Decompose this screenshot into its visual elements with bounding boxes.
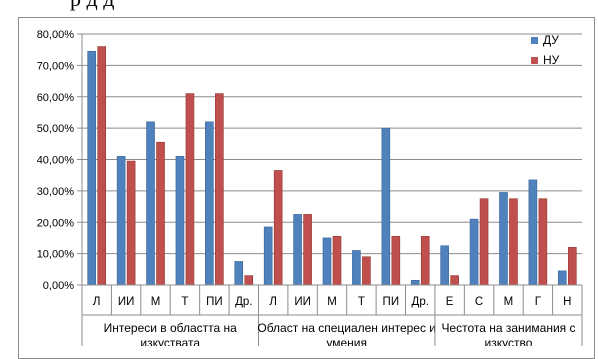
- y-tick-label: 20,00%: [37, 217, 75, 229]
- x-category-label: Л: [93, 296, 101, 308]
- y-tick-label: 80,00%: [37, 29, 75, 41]
- y-tick-label: 70,00%: [37, 60, 75, 72]
- legend-label: НУ: [543, 53, 560, 67]
- bar-du: [557, 270, 567, 286]
- bar-nu: [126, 160, 136, 286]
- bar-du: [352, 250, 361, 286]
- x-category-label: Г: [535, 296, 542, 308]
- legend: ДУ НУ: [531, 33, 560, 67]
- chart-frame: [18, 17, 595, 359]
- bar-nu: [509, 198, 518, 286]
- bar-nu: [479, 198, 489, 286]
- bar-du: [116, 156, 126, 286]
- bar-du: [322, 237, 332, 286]
- bar-du: [175, 156, 185, 286]
- bar-du: [146, 121, 155, 286]
- bars: [87, 46, 577, 286]
- cut-text-top: р д д: [0, 0, 598, 30]
- gridlines: [82, 33, 582, 255]
- bar-du: [440, 245, 449, 286]
- bar-nu: [567, 247, 577, 286]
- bar-nu: [97, 46, 107, 286]
- bar-nu: [244, 275, 254, 286]
- x-category-label: С: [475, 296, 483, 308]
- bar-nu: [156, 141, 165, 286]
- bar-nu: [538, 198, 548, 286]
- x-category-label: М: [327, 296, 337, 308]
- bar-nu: [420, 236, 430, 286]
- legend-swatch-du: [531, 37, 538, 44]
- bar-du: [263, 226, 273, 286]
- bar-du: [234, 261, 244, 286]
- legend-swatch-nu: [531, 57, 538, 64]
- bar-du: [87, 50, 97, 286]
- y-tick-label: 60,00%: [37, 92, 75, 104]
- y-tick-label: 50,00%: [37, 123, 75, 135]
- y-tick-label: 10,00%: [37, 249, 75, 261]
- bar-nu: [391, 236, 401, 286]
- y-axis: 0,00% 10,00% 20,00% 30,00% 40,00% 50,00% 60,00…: [37, 29, 83, 292]
- y-tick-label: 30,00%: [37, 186, 75, 198]
- bar-du: [381, 127, 391, 286]
- x-category-label: Др.: [235, 296, 252, 308]
- bar-nu: [362, 256, 371, 286]
- x-category-label: ИИ: [118, 296, 135, 308]
- x-group-label: Честота на занимания с изкуство: [441, 321, 575, 346]
- x-group-label: Област на специален интерес и умения: [257, 321, 436, 346]
- cut-text: р д д: [70, 0, 114, 12]
- x-category-label: Т: [358, 296, 365, 308]
- bar-du: [293, 214, 302, 286]
- x-category-label: Е: [446, 296, 454, 308]
- legend-label: ДУ: [543, 33, 559, 47]
- x-axis: Л ИИ М Т ПИ Др. Л ИИ М Т ПИ Др. Е С М Г Н Интереси в обла…: [81, 284, 583, 346]
- bar-nu: [450, 275, 459, 286]
- x-category-label: М: [151, 296, 161, 308]
- bar-du: [469, 218, 479, 286]
- bar-nu: [185, 93, 195, 286]
- x-category-label: Л: [269, 296, 277, 308]
- bar-chart: 0,00% 10,00% 20,00% 30,00% 40,00% 50,00% 60,00…: [37, 29, 583, 346]
- bar-nu: [303, 214, 312, 286]
- y-tick-label: 40,00%: [37, 155, 75, 167]
- bar-nu: [273, 170, 283, 286]
- x-group-label: Интереси в областта на изкуствата: [104, 321, 238, 346]
- bar-nu: [215, 93, 224, 286]
- bar-du: [410, 279, 420, 286]
- bar-nu: [332, 236, 342, 286]
- x-category-label: ПИ: [206, 296, 223, 308]
- x-category-label: М: [504, 296, 514, 308]
- x-category-label: Др.: [412, 296, 429, 308]
- bar-du: [528, 179, 538, 286]
- y-tick-label: 0,00%: [43, 280, 74, 292]
- x-category-label: Н: [563, 296, 571, 308]
- x-category-label: ПИ: [383, 296, 400, 308]
- bar-du: [499, 192, 508, 286]
- x-category-label: ИИ: [294, 296, 311, 308]
- bar-du: [205, 121, 214, 286]
- x-category-label: Т: [181, 296, 188, 308]
